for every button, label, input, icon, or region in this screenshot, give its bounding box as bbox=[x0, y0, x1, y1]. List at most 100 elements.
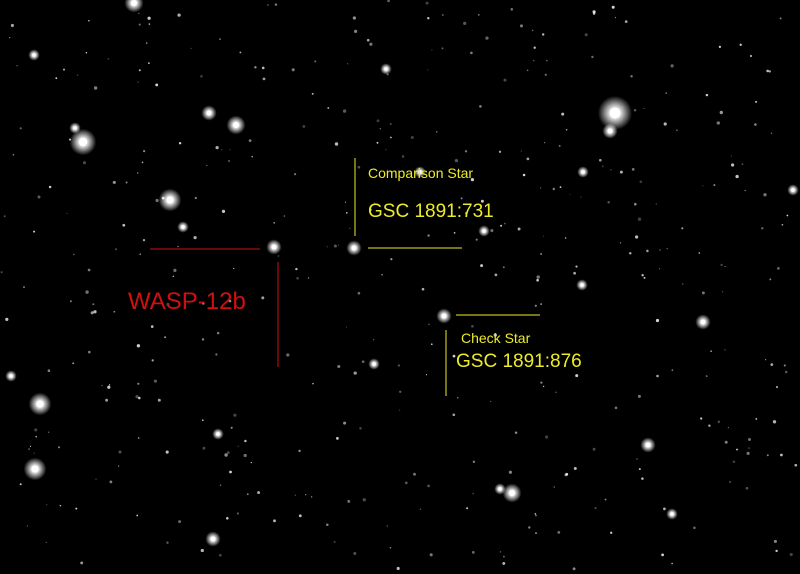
faint-star bbox=[230, 426, 233, 429]
faint-star bbox=[717, 420, 720, 423]
faint-star bbox=[48, 185, 52, 189]
faint-star bbox=[705, 375, 708, 378]
faint-star bbox=[219, 484, 222, 486]
faint-star bbox=[636, 458, 638, 460]
faint-star bbox=[641, 274, 644, 277]
faint-star bbox=[419, 508, 422, 511]
star bbox=[581, 170, 585, 174]
faint-star bbox=[85, 290, 89, 294]
faint-star bbox=[637, 217, 642, 221]
faint-star bbox=[637, 394, 641, 398]
faint-star bbox=[630, 75, 633, 78]
faint-star bbox=[671, 369, 674, 371]
faint-star bbox=[138, 69, 141, 72]
faint-star bbox=[663, 507, 666, 511]
faint-star bbox=[35, 436, 37, 438]
faint-star bbox=[376, 119, 380, 123]
faint-star bbox=[472, 460, 476, 463]
faint-star bbox=[536, 275, 540, 279]
faint-star bbox=[739, 43, 742, 46]
faint-star bbox=[357, 165, 361, 169]
faint-star bbox=[221, 149, 223, 151]
faint-star bbox=[139, 253, 141, 255]
faint-star bbox=[228, 160, 230, 162]
faint-star bbox=[261, 296, 265, 300]
faint-star bbox=[346, 326, 348, 328]
faint-star bbox=[633, 109, 637, 112]
faint-star bbox=[336, 437, 339, 440]
faint-star bbox=[557, 530, 561, 534]
faint-star bbox=[542, 33, 545, 36]
faint-star bbox=[353, 552, 357, 555]
faint-star bbox=[535, 514, 537, 517]
faint-star bbox=[441, 47, 444, 50]
faint-star bbox=[477, 358, 480, 361]
check-star-id: GSC 1891:876 bbox=[456, 351, 582, 372]
faint-star bbox=[503, 222, 506, 225]
faint-star bbox=[118, 450, 122, 454]
faint-star bbox=[592, 12, 596, 15]
faint-star bbox=[542, 235, 544, 237]
faint-star bbox=[165, 450, 169, 454]
faint-star bbox=[107, 385, 111, 389]
faint-star bbox=[746, 451, 750, 455]
faint-star bbox=[730, 155, 732, 157]
star bbox=[181, 225, 185, 229]
faint-star bbox=[503, 555, 505, 558]
faint-star bbox=[283, 215, 286, 217]
faint-star bbox=[312, 382, 314, 385]
faint-star bbox=[614, 16, 617, 19]
faint-star bbox=[243, 453, 247, 458]
faint-star bbox=[69, 300, 72, 303]
star bbox=[418, 170, 422, 174]
faint-star bbox=[558, 144, 561, 147]
faint-star bbox=[624, 20, 628, 23]
faint-star bbox=[727, 427, 729, 429]
faint-star bbox=[87, 350, 91, 354]
faint-star bbox=[178, 142, 182, 145]
faint-star bbox=[137, 437, 140, 439]
star bbox=[580, 283, 584, 287]
faint-star bbox=[23, 286, 25, 289]
faint-star bbox=[389, 546, 392, 549]
faint-star bbox=[305, 494, 307, 496]
faint-star bbox=[452, 354, 456, 358]
faint-star bbox=[755, 417, 758, 420]
faint-star bbox=[580, 196, 582, 198]
faint-star bbox=[172, 275, 175, 278]
faint-star bbox=[357, 291, 361, 295]
faint-star bbox=[291, 68, 295, 72]
faint-star bbox=[777, 267, 780, 270]
faint-star bbox=[366, 38, 370, 42]
faint-star bbox=[216, 331, 220, 335]
faint-star bbox=[3, 215, 6, 218]
faint-star bbox=[611, 5, 615, 9]
faint-star bbox=[552, 187, 556, 191]
faint-star bbox=[430, 343, 433, 346]
faint-star bbox=[343, 421, 347, 425]
faint-star bbox=[206, 164, 208, 167]
star bbox=[31, 465, 39, 473]
faint-star bbox=[520, 150, 522, 152]
faint-star bbox=[16, 64, 18, 67]
faint-star bbox=[783, 364, 786, 367]
faint-star bbox=[353, 29, 358, 34]
faint-star bbox=[151, 359, 154, 362]
faint-star bbox=[528, 526, 531, 529]
faint-star bbox=[655, 318, 660, 323]
faint-star bbox=[480, 199, 484, 203]
faint-star bbox=[670, 64, 674, 68]
faint-star bbox=[80, 561, 84, 565]
faint-star bbox=[475, 238, 478, 241]
star bbox=[482, 229, 486, 233]
faint-star bbox=[659, 249, 661, 251]
faint-star bbox=[361, 360, 365, 364]
faint-star bbox=[261, 66, 265, 70]
faint-star bbox=[705, 93, 709, 97]
faint-star bbox=[629, 252, 632, 255]
faint-star bbox=[215, 353, 218, 356]
faint-star bbox=[564, 237, 567, 239]
bright-stars bbox=[5, 0, 799, 547]
star bbox=[216, 432, 220, 436]
faint-star bbox=[441, 14, 444, 16]
